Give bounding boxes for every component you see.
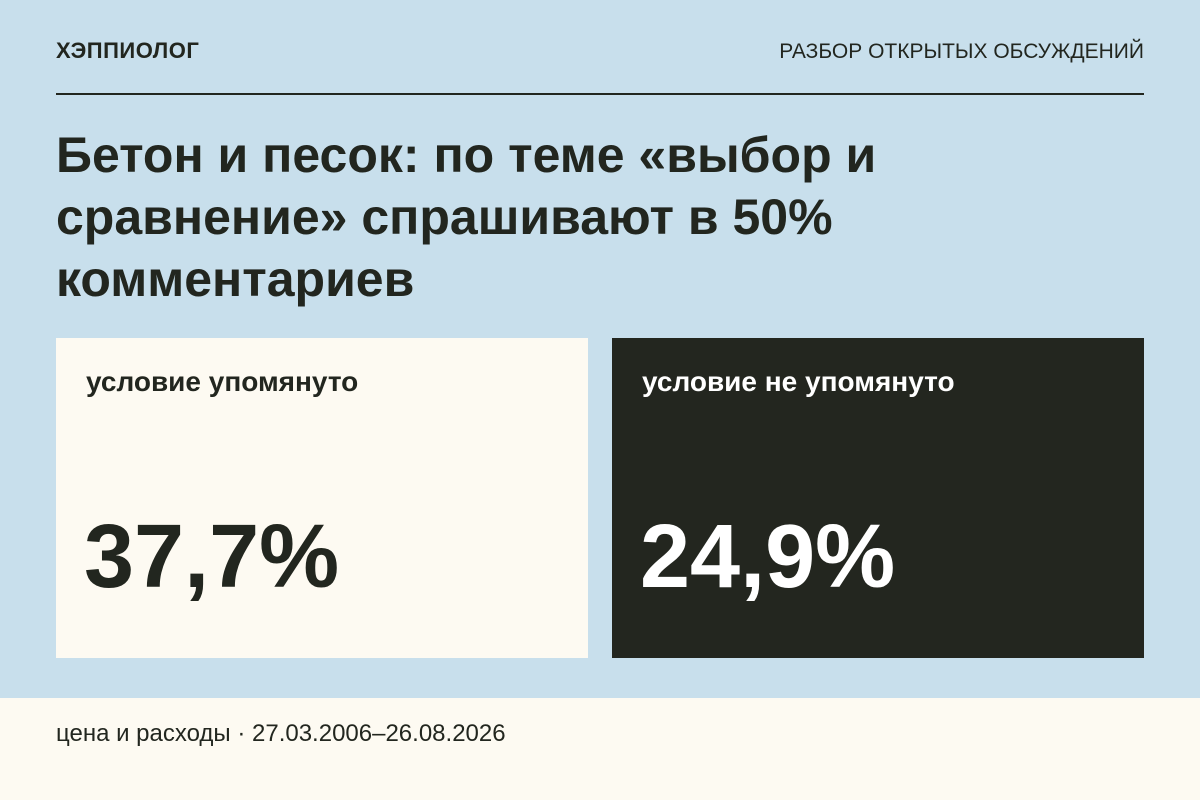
stat-card: условие упомянуто 37,7% [56, 338, 588, 658]
card-label: условие не упомянуто [642, 366, 955, 397]
card-value: 24,9% [640, 507, 896, 607]
section-label: РАЗБОР ОТКРЫТЫХ ОБСУЖДЕНИЙ [779, 40, 1144, 63]
card-value: 37,7% [84, 507, 340, 607]
card-label: условие упомянуто [86, 366, 359, 397]
title: Бетон и песок: по теме «выбор и сравнени… [56, 127, 877, 307]
footer-text: цена и расходы · 27.03.2006–26.08.2026 [56, 720, 506, 747]
stat-card: условие не упомянуто 24,9% [612, 338, 1144, 658]
divider [56, 93, 1144, 95]
brand: ХЭППИОЛОГ [56, 38, 200, 63]
footer: цена и расходы · 27.03.2006–26.08.2026 [0, 698, 1200, 800]
